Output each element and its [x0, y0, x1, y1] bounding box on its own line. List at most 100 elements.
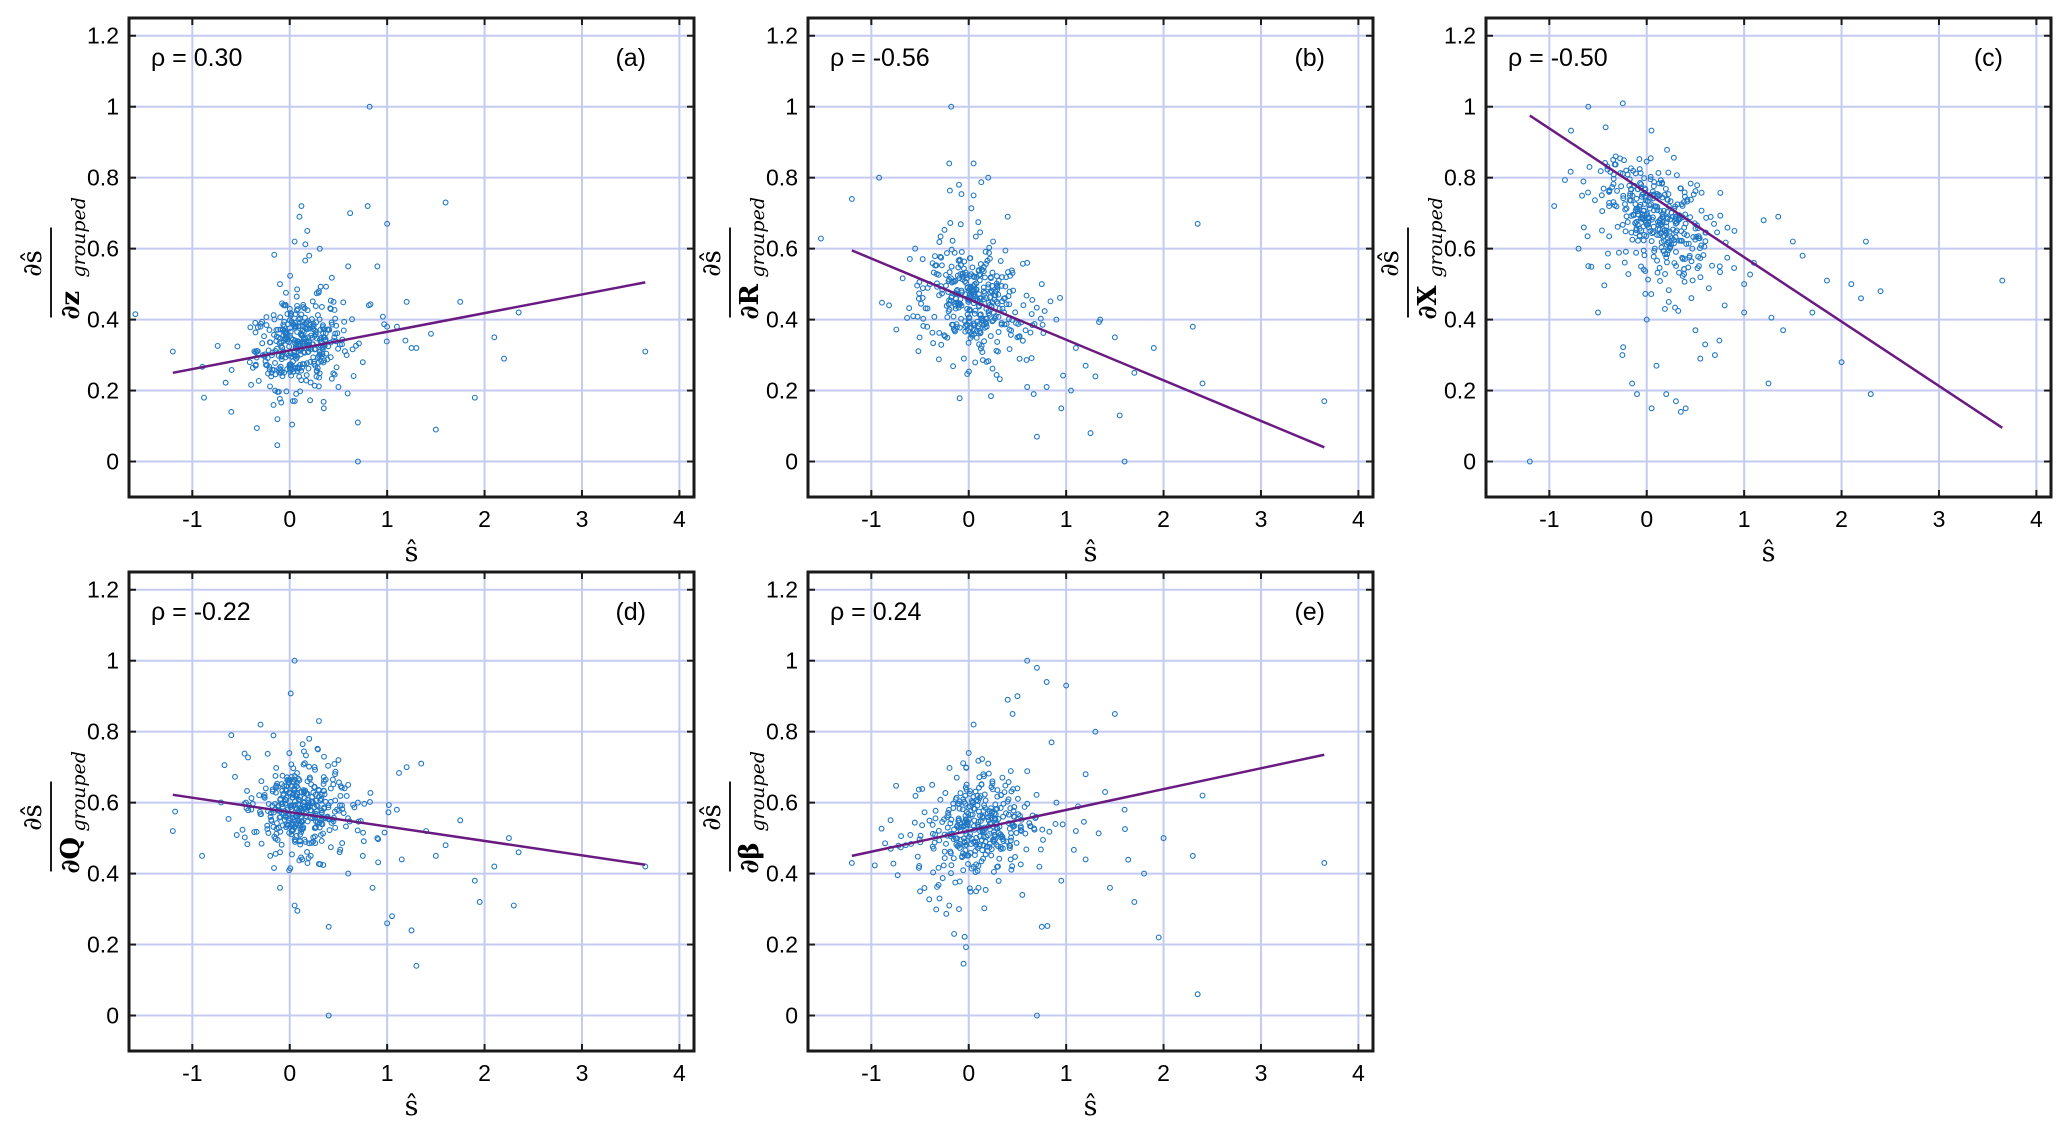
data-point — [1621, 259, 1628, 266]
data-point — [964, 305, 971, 312]
data-point — [959, 806, 966, 813]
data-point — [354, 799, 361, 806]
data-point — [1702, 341, 1709, 348]
data-point — [958, 287, 965, 294]
y-label-subscript: grouped — [68, 197, 90, 278]
data-point — [948, 862, 955, 869]
data-point — [1039, 826, 1046, 833]
data-point — [361, 800, 368, 807]
data-point — [359, 359, 366, 366]
data-point — [1046, 828, 1053, 835]
data-point — [252, 329, 259, 336]
data-point — [984, 257, 991, 264]
y-axis-label: ∂ŝ ∂Q grouped — [18, 751, 90, 874]
y-tick-label: 1.2 — [766, 23, 798, 49]
data-point — [1648, 291, 1655, 298]
data-point — [978, 343, 985, 349]
data-point — [1614, 223, 1621, 230]
data-point — [284, 774, 290, 781]
data-point — [957, 790, 964, 797]
data-point — [289, 398, 296, 405]
data-point — [980, 288, 987, 295]
data-point — [1703, 214, 1710, 221]
data-point — [997, 834, 1004, 840]
data-point — [1160, 835, 1167, 842]
data-point — [276, 814, 283, 821]
data-point — [956, 844, 963, 851]
data-point — [273, 764, 280, 771]
data-point — [222, 379, 229, 386]
data-point — [1716, 263, 1723, 270]
data-point — [319, 324, 326, 330]
data-point — [1199, 380, 1206, 387]
data-point — [1627, 190, 1634, 197]
data-point — [1584, 233, 1591, 240]
data-point — [316, 793, 322, 800]
data-point — [1189, 852, 1196, 859]
data-point — [269, 802, 276, 809]
data-point — [1002, 782, 1009, 789]
data-point — [282, 327, 288, 334]
data-point — [295, 316, 302, 323]
data-point — [273, 345, 280, 352]
data-point — [1789, 238, 1796, 245]
data-point — [264, 822, 271, 829]
data-point — [291, 902, 298, 909]
data-point — [1747, 271, 1754, 278]
data-point — [270, 732, 277, 739]
data-point — [349, 346, 356, 353]
y-tick-label: 0 — [106, 1003, 119, 1029]
y-tick-label: 1 — [785, 94, 798, 120]
data-point — [1681, 189, 1688, 196]
y-tick-label: 0.2 — [87, 932, 119, 958]
data-point — [1664, 239, 1671, 245]
y-tick-label: 0.8 — [766, 719, 798, 745]
data-point — [234, 343, 241, 350]
data-point — [379, 313, 386, 320]
data-point — [306, 803, 313, 810]
data-point — [1681, 230, 1688, 237]
data-point — [332, 824, 339, 831]
data-point — [311, 360, 318, 367]
data-point — [340, 299, 347, 306]
data-point — [381, 321, 388, 328]
data-point — [491, 863, 498, 870]
data-point — [1000, 813, 1007, 820]
data-point — [259, 340, 266, 347]
data-point — [987, 275, 994, 282]
data-point — [345, 263, 352, 270]
data-point — [962, 328, 969, 335]
data-point — [1526, 458, 1533, 465]
data-point — [1684, 232, 1690, 239]
data-point — [293, 390, 300, 397]
data-point — [268, 818, 275, 824]
data-point — [971, 852, 978, 859]
data-point — [307, 852, 314, 859]
data-point — [997, 831, 1004, 838]
data-point — [932, 815, 939, 822]
data-point — [990, 238, 997, 245]
data-point — [966, 273, 973, 279]
data-point — [308, 316, 315, 323]
x-axis-label: ŝ — [1084, 1091, 1098, 1122]
data-point — [267, 339, 274, 346]
data-point — [1648, 127, 1655, 134]
data-point — [297, 794, 303, 801]
data-point — [1638, 181, 1645, 188]
data-point — [1636, 156, 1643, 163]
x-tick-label: 3 — [576, 1060, 589, 1086]
y-tick-label: 1 — [106, 648, 119, 674]
data-point — [265, 347, 272, 354]
data-point — [1693, 233, 1700, 240]
data-point — [960, 760, 967, 767]
y-label-denominator: ∂z — [56, 291, 86, 320]
data-point — [1642, 290, 1649, 297]
data-point — [393, 806, 400, 813]
y-tick-label: 0 — [785, 449, 798, 475]
data-point — [1561, 177, 1568, 183]
data-point — [932, 807, 939, 814]
data-point — [1102, 789, 1109, 795]
data-point — [994, 863, 1001, 870]
data-point — [1645, 221, 1652, 228]
data-point — [350, 801, 357, 808]
